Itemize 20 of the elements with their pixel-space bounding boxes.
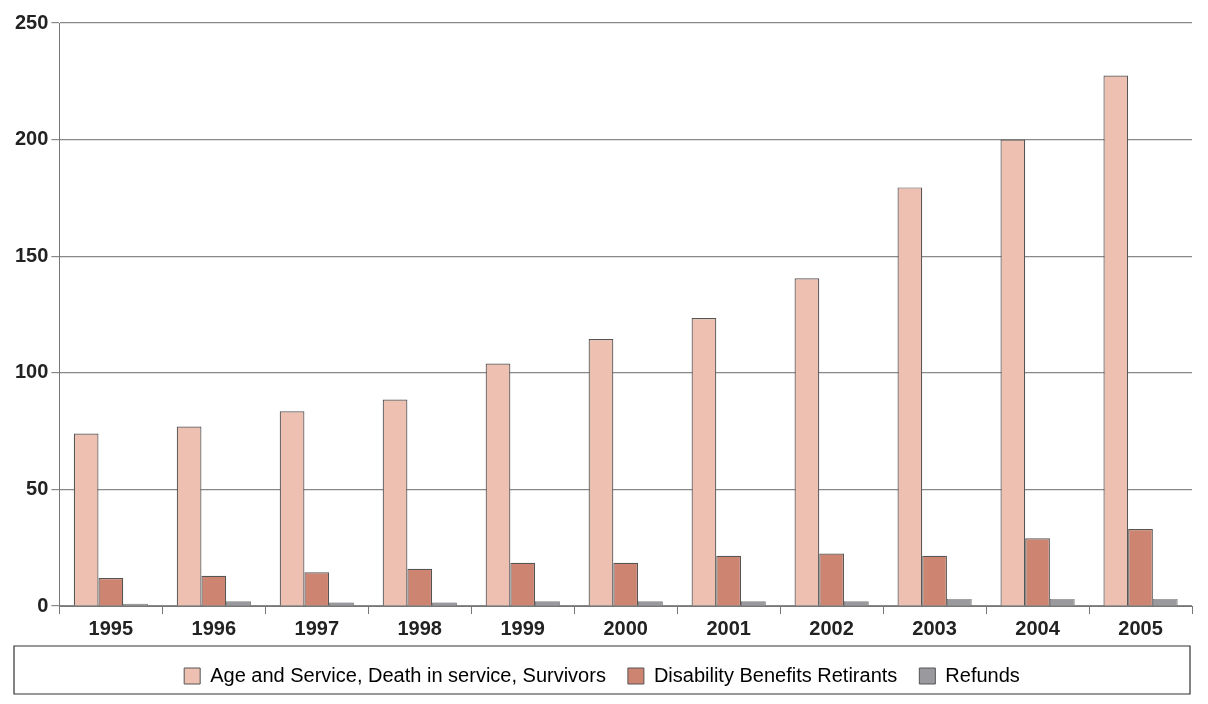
x-tick-label: 2000 xyxy=(603,616,648,639)
y-tick-label: 0 xyxy=(37,593,49,616)
y-tick-label: 250 xyxy=(14,10,49,33)
x-tick-label: 2003 xyxy=(912,616,957,639)
x-tick-label: 1998 xyxy=(397,616,442,639)
x-tick-label: 1999 xyxy=(500,616,545,639)
legend-label: Age and Service, Death in service, Survivors xyxy=(210,663,606,686)
x-tick-label: 2001 xyxy=(706,616,751,639)
y-tick-label: 100 xyxy=(14,360,49,383)
y-tick-label: 200 xyxy=(14,127,49,150)
legend-label: Disability Benefits Retirants xyxy=(653,663,898,686)
y-tick-label: 50 xyxy=(26,476,49,499)
x-tick-label: 1995 xyxy=(88,616,134,639)
x-tick-label: 2005 xyxy=(1118,616,1163,639)
y-tick-label: 150 xyxy=(14,243,49,266)
legend-label: Refunds xyxy=(945,663,1020,686)
x-tick-label: 1997 xyxy=(294,616,340,639)
x-tick-label: 1996 xyxy=(191,616,237,639)
x-tick-label: 2002 xyxy=(809,616,854,639)
x-tick-label: 2004 xyxy=(1015,616,1061,639)
